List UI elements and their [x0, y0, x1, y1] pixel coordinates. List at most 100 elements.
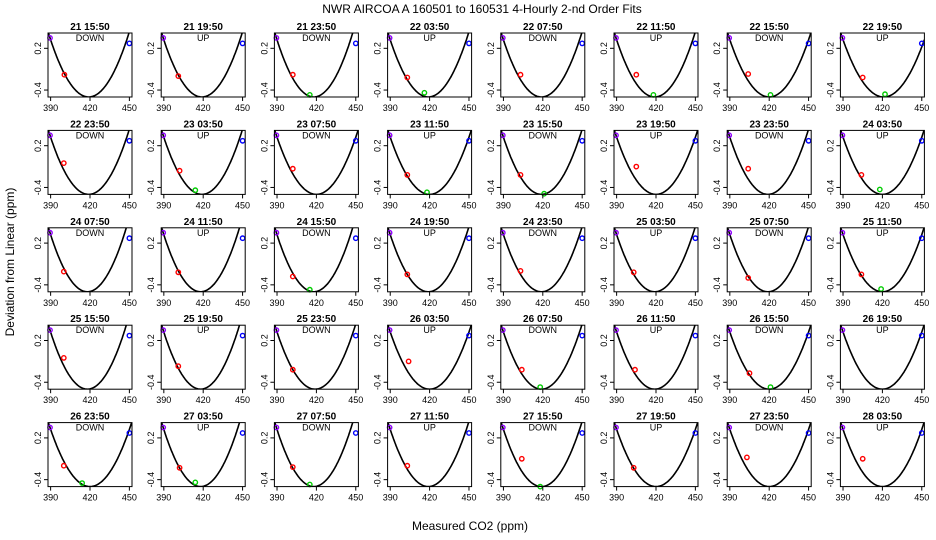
y-tick-label: 0.2	[599, 334, 609, 347]
data-point-red	[858, 271, 865, 278]
y-tick-label: -0.4	[486, 374, 496, 390]
x-tick-label: 420	[762, 298, 777, 308]
data-point-blue	[692, 430, 699, 436]
x-tick-label: 450	[575, 395, 590, 405]
panel-mode-label: UP	[423, 33, 436, 43]
data-point-red	[859, 455, 866, 462]
x-tick-label: 450	[461, 493, 476, 503]
panel-title: 28 03:50	[863, 412, 903, 423]
y-tick-label: -0.4	[33, 180, 43, 196]
y-tick-label: -0.4	[373, 180, 383, 196]
y-tick-label: 0.2	[373, 432, 383, 445]
x-tick-label: 420	[309, 103, 324, 113]
x-tick-label: 420	[762, 395, 777, 405]
data-point-blue	[579, 40, 586, 47]
panel-mode-label: DOWN	[76, 130, 105, 140]
panel-mode-label: DOWN	[529, 33, 558, 43]
y-tick-label: -0.4	[259, 277, 269, 293]
y-tick-label: -0.4	[373, 82, 383, 98]
y-tick-label: 0.2	[486, 432, 496, 445]
x-tick-label: 420	[875, 493, 890, 503]
x-tick-label: 420	[422, 103, 437, 113]
y-tick-label: 0.2	[712, 42, 722, 55]
data-point-blue	[466, 430, 472, 436]
panel-title: 25 11:50	[863, 217, 902, 228]
x-tick-label: 450	[122, 395, 137, 405]
y-tick-label: -0.4	[259, 180, 269, 196]
x-tick-label: 420	[535, 200, 550, 210]
panel-mode-label: DOWN	[529, 130, 558, 140]
panel-title: 22 19:50	[863, 22, 903, 33]
y-tick-label: 0.2	[825, 42, 835, 55]
data-point-red	[176, 464, 183, 471]
x-tick-label: 450	[575, 103, 590, 113]
data-point-red	[60, 268, 67, 275]
x-tick-label: 450	[461, 298, 476, 308]
y-tick-label: -0.4	[33, 472, 43, 488]
data-point-blue	[352, 332, 359, 339]
data-point-blue	[126, 235, 133, 242]
y-tick-label: -0.4	[486, 82, 496, 98]
data-point-red	[175, 269, 182, 276]
x-tick-label: 390	[43, 395, 58, 405]
data-point-red	[289, 464, 296, 470]
panel-title: 27 23:50	[749, 412, 789, 423]
x-tick-label: 420	[535, 395, 550, 405]
panel-title: 27 03:50	[183, 412, 223, 423]
x-tick-label: 450	[801, 103, 816, 113]
x-tick-label: 420	[82, 395, 97, 405]
x-tick-label: 450	[914, 493, 929, 503]
y-tick-label: 0.2	[825, 237, 835, 250]
y-tick-label: 0.2	[486, 42, 496, 55]
data-point-blue	[805, 40, 812, 47]
x-tick-label: 450	[461, 395, 476, 405]
x-tick-label: 450	[801, 493, 816, 503]
y-tick-label: 0.2	[712, 237, 722, 250]
x-tick-label: 390	[609, 493, 624, 503]
y-tick-label: 0.2	[33, 237, 43, 250]
data-point-blue	[918, 332, 925, 339]
data-point-blue	[239, 235, 246, 242]
x-tick-label: 420	[535, 298, 550, 308]
data-point-red	[289, 165, 296, 172]
fit-curve	[387, 130, 472, 195]
panel-title: 24 07:50	[70, 217, 110, 228]
data-point-green	[306, 286, 313, 293]
data-point-red	[61, 71, 68, 78]
x-tick-label: 420	[875, 103, 890, 113]
data-point-red	[405, 358, 412, 365]
x-tick-label: 390	[496, 298, 511, 308]
data-point-blue	[692, 137, 699, 144]
x-tick-label: 390	[609, 395, 624, 405]
y-tick-label: 0.2	[486, 237, 496, 250]
panel-mode-label: UP	[876, 33, 889, 43]
y-tick-label: 0.2	[146, 237, 156, 250]
y-tick-label: -0.4	[259, 82, 269, 98]
data-point-red	[746, 370, 753, 377]
y-tick-label: -0.4	[599, 180, 609, 196]
x-tick-label: 450	[801, 298, 816, 308]
data-point-blue	[466, 40, 472, 47]
x-tick-label: 420	[309, 200, 324, 210]
data-point-red	[744, 454, 750, 461]
x-tick-label: 420	[535, 103, 550, 113]
chart-title: NWR AIRCOA A 160501 to 160531 4-Hourly 2…	[322, 2, 642, 16]
x-tick-label: 390	[836, 200, 851, 210]
x-tick-label: 420	[875, 298, 890, 308]
panel-mode-label: DOWN	[755, 33, 784, 43]
x-tick-label: 420	[422, 493, 437, 503]
x-tick-label: 420	[82, 298, 97, 308]
x-tick-label: 390	[383, 200, 398, 210]
x-tick-label: 390	[270, 103, 285, 113]
y-tick-label: -0.4	[712, 374, 722, 390]
